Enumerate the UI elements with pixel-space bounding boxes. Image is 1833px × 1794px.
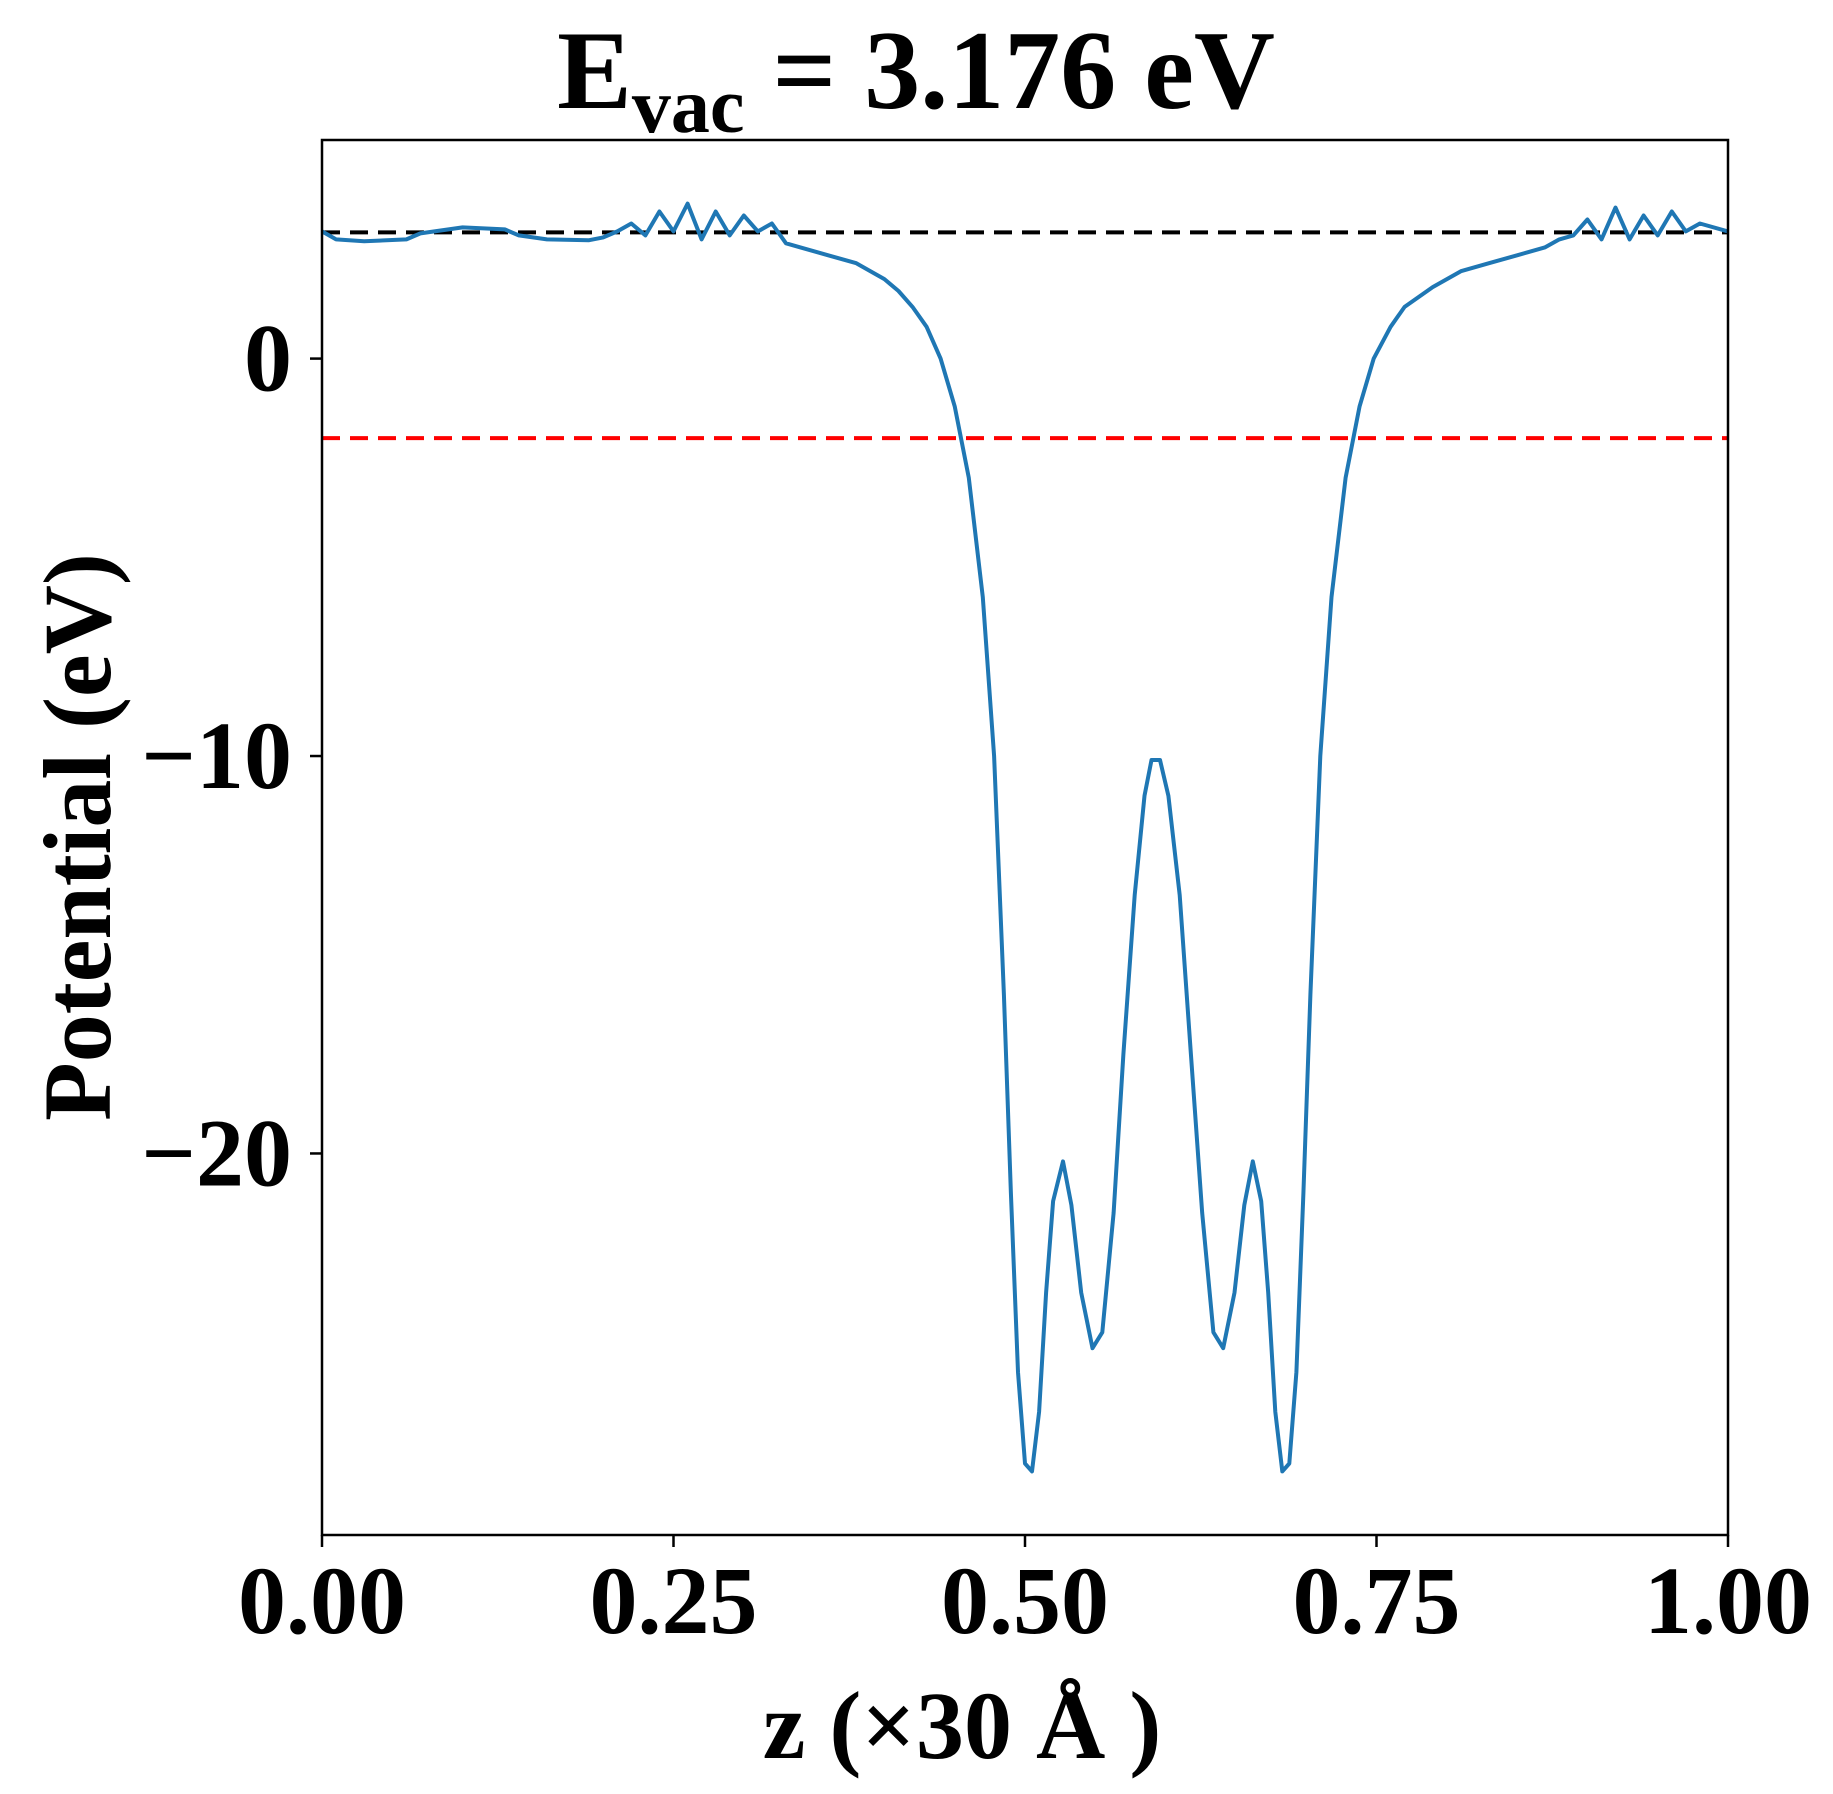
- y-axis-label: Potential (eV): [24, 553, 131, 1121]
- y-tick-label: 0: [244, 305, 292, 412]
- x-axis-label: z (×30 Å ): [763, 1672, 1162, 1779]
- chart-title: Evac = 3.176 eV: [557, 9, 1275, 149]
- plot-area: [321, 201, 1729, 1474]
- x-tick-label: 0.75: [1293, 1547, 1461, 1654]
- y-tick-label: −10: [141, 702, 292, 809]
- x-tick-label: 0.25: [590, 1547, 758, 1654]
- plot-frame: [320, 138, 1730, 1537]
- series-line-0: [321, 201, 1729, 1474]
- x-tick-label: 0.50: [941, 1547, 1109, 1654]
- chart-title-rest: = 3.176 eV: [744, 9, 1274, 133]
- chart-title-subscript: vac: [632, 62, 745, 149]
- x-tick-label: 1.00: [1644, 1547, 1812, 1654]
- y-tick-label: −20: [141, 1099, 292, 1206]
- chart-title-main: E: [557, 9, 632, 133]
- y-axis: 0 −10 −20: [141, 305, 322, 1206]
- x-tick-label: 0.00: [238, 1547, 406, 1654]
- x-axis: 0.00 0.25 0.50 0.75 1.00: [238, 1535, 1812, 1654]
